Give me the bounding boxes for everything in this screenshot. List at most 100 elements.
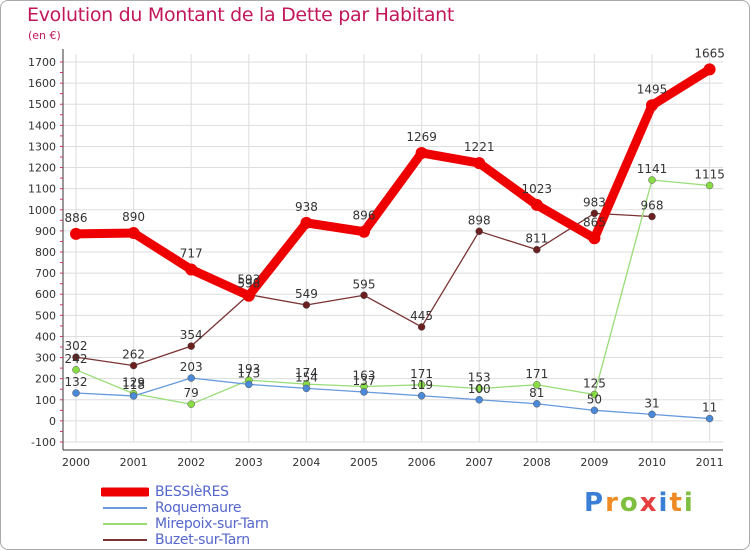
data-point: [187, 374, 195, 382]
legend-item-roquemaure: Roquemaure: [101, 500, 269, 516]
x-tick-label: 2000: [62, 456, 90, 469]
y-tick-label: 600: [35, 288, 56, 301]
legend-item-buzet: Buzet-sur-Tarn: [101, 532, 269, 548]
data-label: 153: [468, 371, 491, 385]
data-label: 811: [525, 232, 548, 246]
data-label: 171: [525, 367, 548, 381]
data-point: [533, 381, 541, 389]
data-point: [417, 323, 426, 331]
y-tick-label: 900: [35, 225, 56, 238]
data-label: 11: [702, 401, 717, 415]
data-point: [417, 392, 426, 400]
data-label: 242: [65, 352, 88, 366]
legend-swatch: [103, 539, 147, 541]
y-tick-label: 1700: [28, 56, 56, 69]
data-label: 129: [122, 376, 145, 390]
data-label: 132: [65, 375, 88, 389]
data-point: [648, 212, 656, 221]
legend-item-besseres: BESSIèRES: [101, 484, 269, 500]
y-tick-label: 0: [49, 415, 56, 428]
chart-unit: (en €): [28, 29, 61, 42]
logo-letter: i: [658, 488, 670, 518]
legend: BESSIèRES Roquemaure Mirepoix-sur-Tarn B…: [101, 484, 269, 548]
data-label: 549: [295, 287, 318, 301]
y-tick-label: -100: [31, 436, 56, 449]
legend-label: Mirepoix-sur-Tarn: [155, 516, 269, 532]
data-label: 154: [295, 370, 318, 384]
data-label: 1023: [522, 182, 553, 196]
data-point: [590, 390, 599, 399]
data-label: 1665: [694, 46, 725, 60]
y-tick-label: 1500: [28, 98, 56, 111]
data-point: [417, 381, 426, 389]
data-point: [360, 291, 368, 300]
y-tick-label: 1000: [28, 204, 56, 217]
data-label: 174: [295, 366, 318, 380]
data-point: [473, 157, 486, 170]
data-label: 81: [529, 386, 544, 400]
data-label: 354: [180, 328, 203, 342]
data-point: [127, 227, 140, 239]
data-point: [302, 301, 311, 309]
y-tick-label: 500: [35, 309, 56, 322]
data-label: 890: [122, 210, 145, 224]
x-tick-label: 2005: [350, 456, 378, 469]
y-tick-label: 800: [35, 246, 56, 259]
y-tick-label: 300: [35, 352, 56, 365]
legend-swatch: [103, 523, 147, 525]
data-label: 171: [410, 367, 433, 381]
legend-label: Buzet-sur-Tarn: [155, 532, 250, 548]
data-point: [72, 366, 80, 374]
data-label: 598: [237, 277, 260, 291]
legend-swatch: [103, 507, 147, 509]
axes: -100 0 100 200 300 400 500 600 700 800 900 1000 1100…: [28, 49, 724, 469]
data-point: [72, 353, 80, 361]
data-label: 203: [180, 360, 203, 374]
data-point: [475, 384, 483, 393]
proxiti-logo: Proxiti: [584, 488, 695, 518]
legend-label: Roquemaure: [155, 500, 242, 516]
chart-title: Evolution du Montant de la Dette par Hab…: [27, 4, 455, 26]
data-label: 717: [180, 247, 203, 261]
data-label: 100: [468, 382, 491, 396]
data-point: [242, 289, 255, 302]
y-tick-label: 1300: [28, 140, 56, 153]
logo-letter: x: [639, 488, 659, 518]
data-point: [72, 389, 80, 397]
data-label: 79: [184, 386, 199, 400]
legend-swatch: [101, 487, 149, 497]
data-label: 445: [410, 309, 433, 323]
series-line-2: [75, 179, 711, 405]
series-lines: [70, 63, 716, 423]
logo-letter: P: [584, 488, 606, 518]
y-tick-label: 1600: [28, 77, 56, 90]
data-point: [590, 209, 599, 218]
x-tick-label: 2006: [408, 456, 436, 469]
data-point: [300, 216, 313, 229]
legend-label: BESSIèRES: [155, 484, 229, 500]
data-label: 896: [353, 209, 376, 223]
y-tick-label: 200: [35, 373, 56, 386]
data-point: [129, 392, 138, 400]
data-point: [588, 232, 601, 245]
data-label: 1495: [637, 82, 668, 96]
data-label: 1141: [637, 162, 668, 176]
y-tick-label: 1400: [28, 119, 56, 132]
data-label: 1221: [464, 140, 495, 154]
data-label: 1115: [694, 168, 725, 182]
data-point: [533, 400, 541, 408]
data-point: [475, 227, 483, 236]
x-tick-label: 2001: [120, 456, 148, 469]
x-tick-label: 2011: [696, 456, 724, 469]
data-label: 50: [587, 392, 602, 406]
data-point: [590, 406, 599, 415]
data-point: [705, 414, 714, 423]
data-point: [245, 380, 253, 389]
data-label: 163: [353, 368, 376, 382]
data-label: 886: [65, 211, 88, 225]
logo-letter: r: [605, 488, 620, 518]
data-point: [648, 410, 656, 419]
data-label: 1269: [406, 130, 437, 144]
data-label: 173: [237, 366, 260, 380]
